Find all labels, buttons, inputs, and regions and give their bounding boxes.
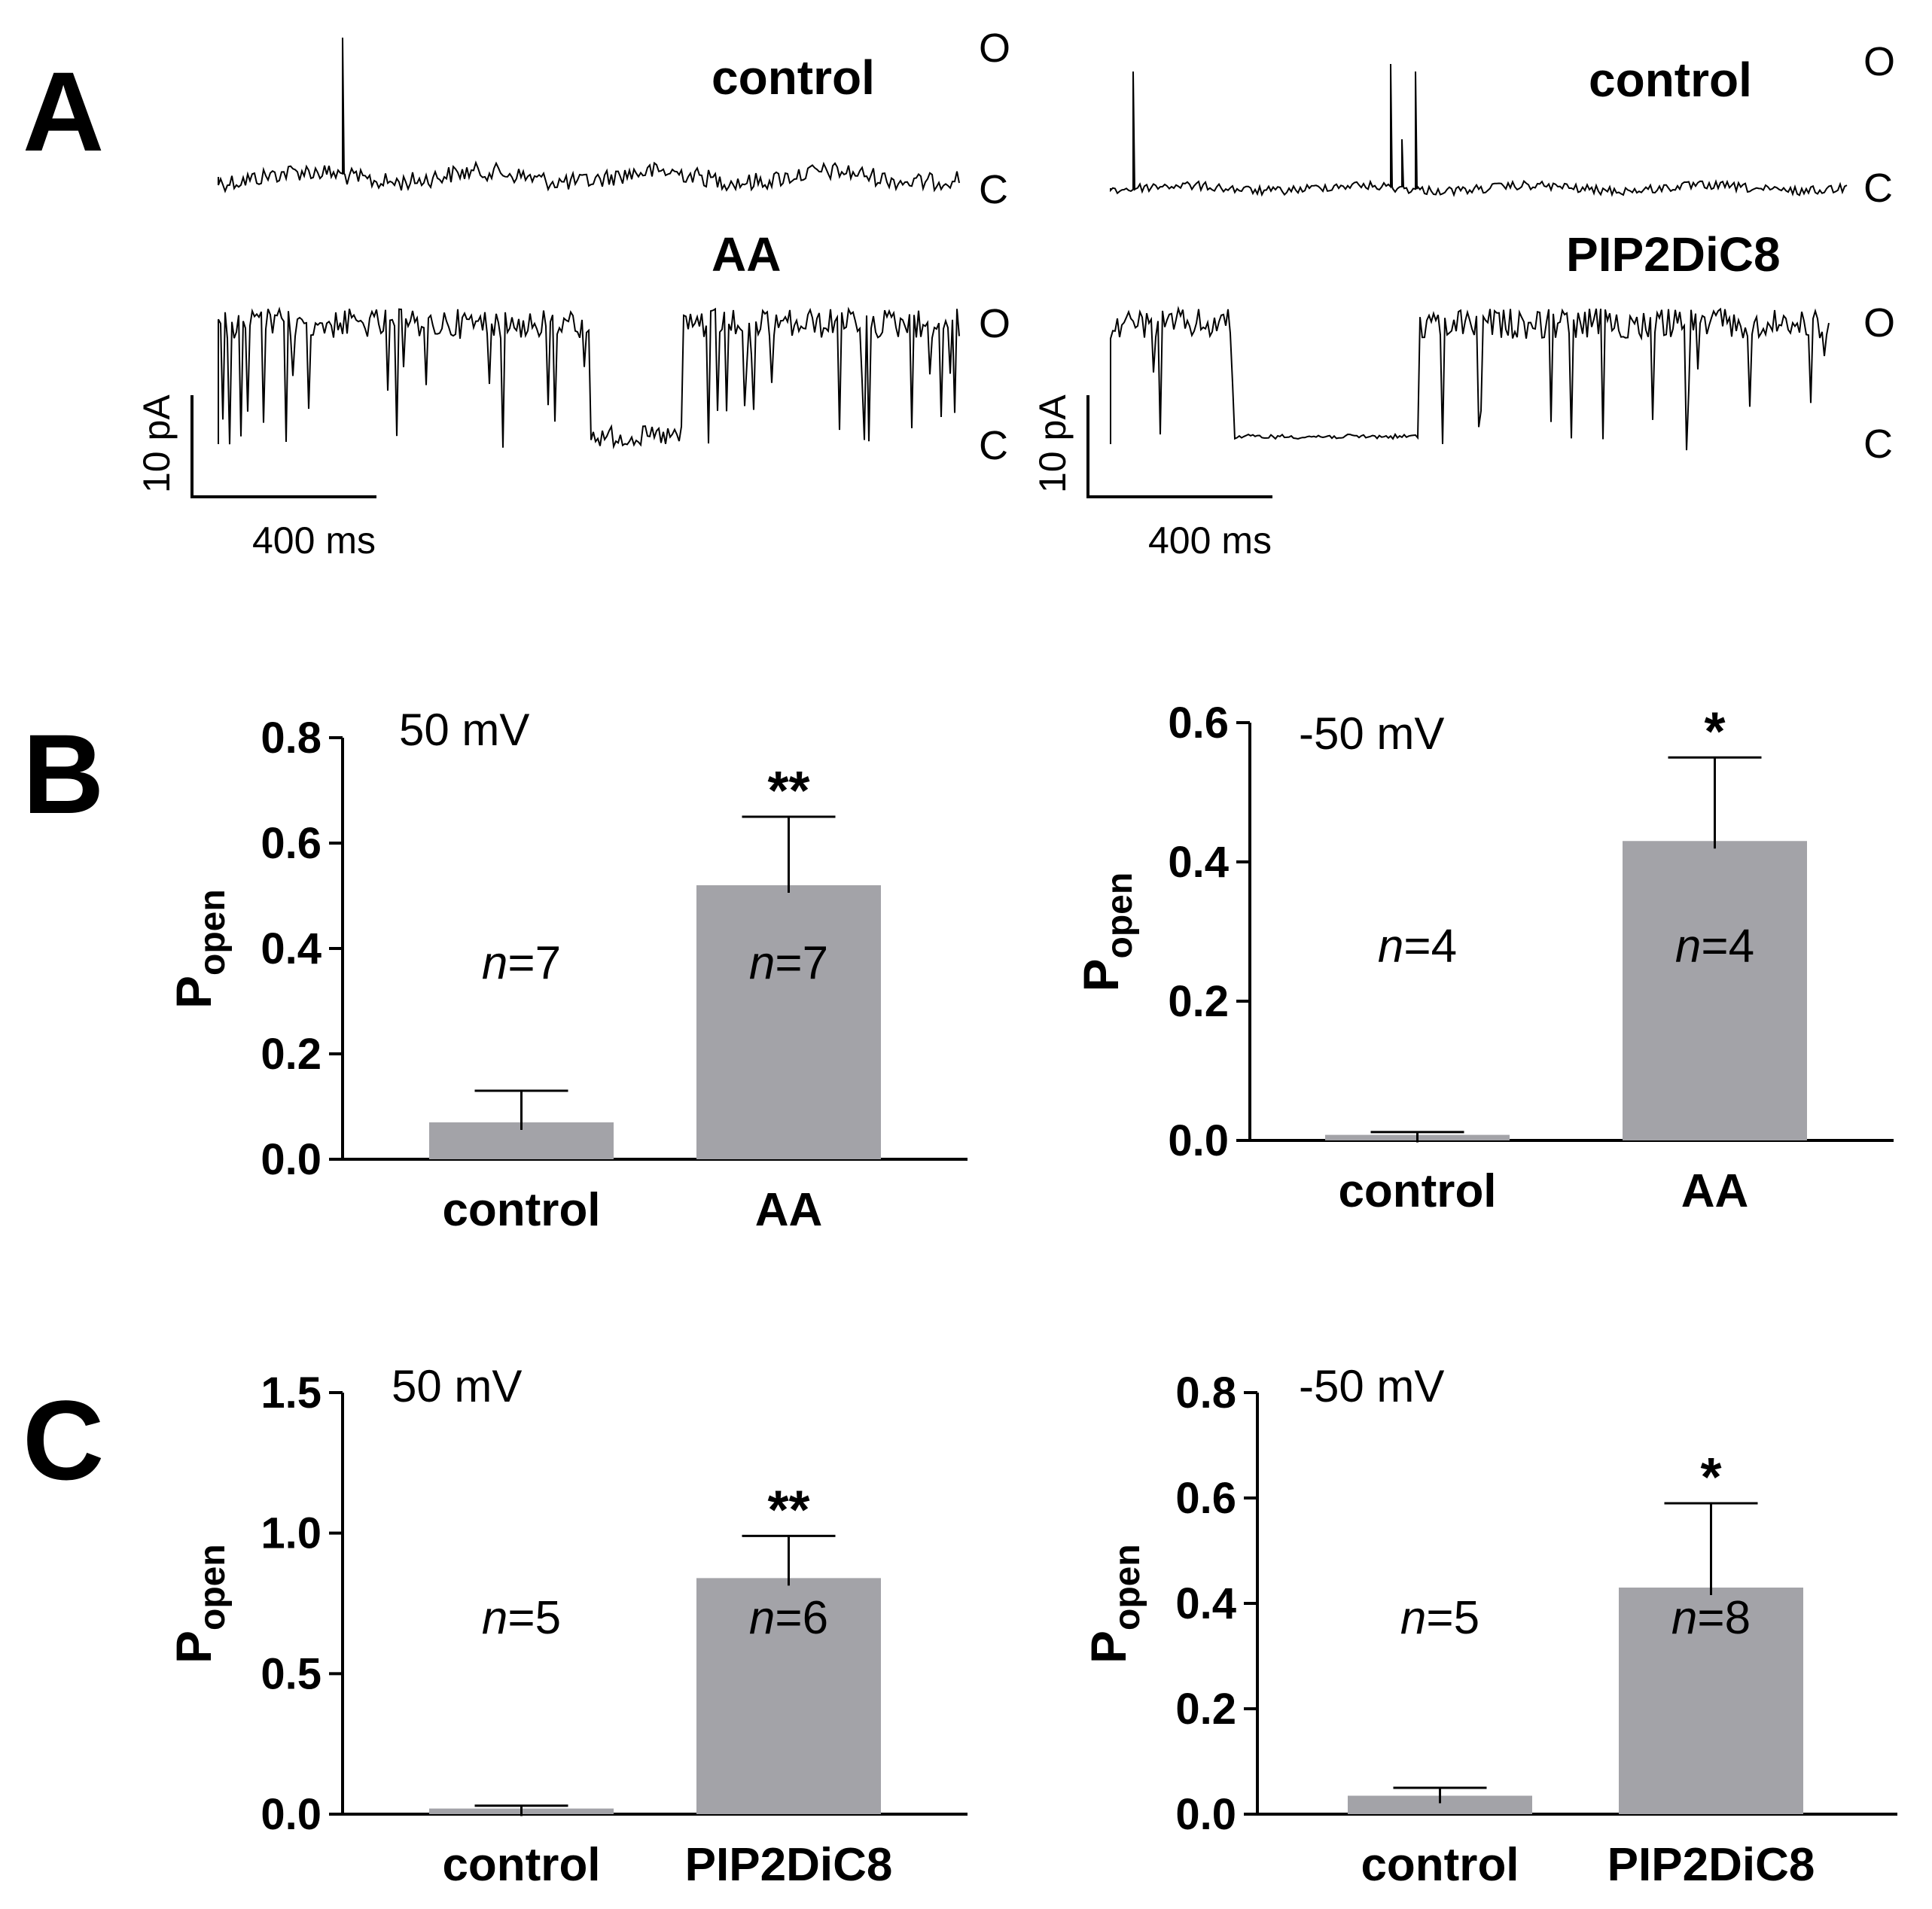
bar-aa xyxy=(1623,841,1807,1140)
x-category-label: AA xyxy=(1681,1165,1749,1217)
scale-bar-left-x-label: 400 ms xyxy=(252,519,376,562)
n-label: n=7 xyxy=(749,937,828,989)
n-label-symbol: n xyxy=(482,1592,507,1644)
y-tick-label: 0.2 xyxy=(261,1030,321,1079)
chart-title: 50 mV xyxy=(392,1361,522,1411)
n-label-symbol: n xyxy=(1675,921,1701,973)
trace-left-open-bottom: O xyxy=(979,301,1010,346)
y-tick-label: 1.0 xyxy=(261,1509,321,1558)
x-category-label: control xyxy=(1361,1839,1519,1891)
chart-title: 50 mV xyxy=(399,705,529,755)
panel-label-c: C xyxy=(23,1377,104,1503)
y-tick-label: 0.0 xyxy=(261,1790,321,1839)
y-axis-label-subscript: open xyxy=(193,1544,233,1630)
y-axis-label-subscript: open xyxy=(1100,872,1140,959)
bar-pip2dic8 xyxy=(696,1578,881,1814)
y-tick-label: 0.0 xyxy=(1168,1116,1229,1165)
n-label: n=7 xyxy=(482,937,561,989)
y-tick-label: 0.5 xyxy=(261,1649,321,1698)
n-label: n=4 xyxy=(1675,921,1754,973)
scale-bar-right xyxy=(1086,395,1272,498)
trace-left-open-top: O xyxy=(979,26,1010,71)
n-label: n=5 xyxy=(1400,1592,1479,1644)
n-label-symbol: n xyxy=(1378,921,1403,973)
y-axis-label: Popen xyxy=(166,1544,233,1664)
trace-right-closed-top: C xyxy=(1863,166,1893,211)
y-tick-label: 0.6 xyxy=(1168,699,1229,747)
y-axis-label: Popen xyxy=(1073,872,1140,992)
significance-label: * xyxy=(1700,1448,1721,1508)
panel-label-a: A xyxy=(23,48,104,175)
y-tick-label: 0.4 xyxy=(261,924,321,973)
trace-left-treatment xyxy=(218,306,960,449)
trace-left-treatment-label: AA xyxy=(712,227,781,282)
trace-group-left: control AA O C O C 10 pA 400 ms xyxy=(136,26,1010,562)
y-tick-label: 0.2 xyxy=(1175,1685,1236,1734)
panel-label-b: B xyxy=(23,711,104,837)
trace-right-treatment-label: PIP2DiC8 xyxy=(1566,227,1781,282)
chart-b2: 0.0 0.2 0.4 0.6 Popen -50 mV n=4 control * n=4 AA xyxy=(1073,699,1894,1217)
trace-right-treatment xyxy=(1110,306,1830,451)
x-category-label: control xyxy=(442,1839,600,1891)
trace-right-open-top: O xyxy=(1863,39,1895,84)
n-label: n=5 xyxy=(482,1592,561,1644)
y-tick-label: 0.8 xyxy=(261,714,321,763)
bar-aa xyxy=(696,885,881,1159)
trace-left-control xyxy=(218,37,960,193)
y-tick-label: 0.4 xyxy=(1175,1579,1236,1628)
chart-c2: 0.0 0.2 0.4 0.6 0.8 Popen -50 mV n=5 control * n=8… xyxy=(1080,1361,1897,1891)
significance-label: ** xyxy=(767,1480,809,1540)
trace-left-closed-bottom: C xyxy=(979,423,1008,468)
y-axis-label-subscript: open xyxy=(1108,1544,1147,1630)
trace-left-closed-top: C xyxy=(979,167,1008,212)
x-category-label: AA xyxy=(755,1184,823,1236)
n-label-symbol: n xyxy=(1400,1592,1426,1644)
trace-left-control-label: control xyxy=(712,50,875,105)
scale-bar-right-y-label: 10 pA xyxy=(1032,394,1074,493)
trace-right-closed-bottom: C xyxy=(1863,422,1893,467)
n-label: n=4 xyxy=(1378,921,1457,973)
y-axis-label: Popen xyxy=(1080,1544,1147,1664)
n-label-symbol: n xyxy=(749,937,775,989)
y-tick-label: 0.0 xyxy=(1175,1790,1236,1839)
y-tick-label: 0.4 xyxy=(1168,838,1229,887)
chart-c1: 0.0 0.5 1.0 1.5 Popen 50 mV n=5 control ** n=6 PIP… xyxy=(166,1361,968,1891)
y-tick-label: 0.2 xyxy=(1168,977,1229,1026)
trace-group-right: control PIP2DiC8 O C O C 10 pA 400 ms xyxy=(1032,39,1895,562)
y-tick-label: 0.6 xyxy=(261,819,321,868)
y-tick-label: 0.8 xyxy=(1175,1369,1236,1417)
scale-bar-left-y-label: 10 pA xyxy=(136,394,178,493)
scale-bar-right-x-label: 400 ms xyxy=(1148,519,1272,562)
x-category-label: control xyxy=(1338,1165,1496,1217)
y-axis-label-subscript: open xyxy=(193,889,233,976)
scale-bar-left xyxy=(190,395,376,498)
x-category-label: control xyxy=(442,1184,600,1236)
significance-label: ** xyxy=(767,761,809,821)
y-tick-label: 0.6 xyxy=(1175,1474,1236,1523)
y-axis-label: Popen xyxy=(166,889,233,1009)
n-label-symbol: n xyxy=(749,1592,775,1644)
bar-pip2dic8 xyxy=(1619,1588,1803,1814)
x-category-label: PIP2DiC8 xyxy=(1607,1839,1815,1891)
n-label-symbol: n xyxy=(1671,1592,1697,1644)
trace-right-control xyxy=(1110,63,1848,197)
y-tick-label: 0.0 xyxy=(261,1135,321,1184)
chart-b1: 0.0 0.2 0.4 0.6 0.8 Popen 50 mV n=7 control ** n=7… xyxy=(166,705,968,1236)
n-label: n=8 xyxy=(1671,1592,1751,1644)
x-category-label: PIP2DiC8 xyxy=(685,1839,893,1891)
n-label-symbol: n xyxy=(482,937,507,989)
chart-title: -50 mV xyxy=(1299,708,1444,759)
trace-right-open-bottom: O xyxy=(1863,300,1895,346)
n-label: n=6 xyxy=(749,1592,828,1644)
significance-label: * xyxy=(1704,702,1725,762)
chart-title: -50 mV xyxy=(1299,1361,1444,1411)
y-tick-label: 1.5 xyxy=(261,1369,321,1417)
trace-right-control-label: control xyxy=(1589,53,1752,107)
